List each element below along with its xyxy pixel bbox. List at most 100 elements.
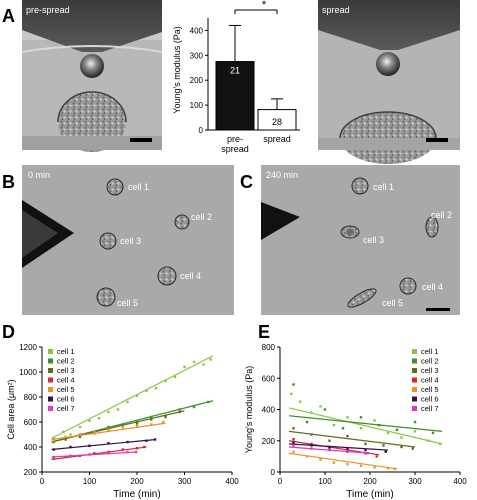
data-point	[161, 420, 165, 424]
data-point	[88, 444, 91, 447]
panel-label-c: C	[240, 172, 253, 192]
legend-label: cell 5	[421, 385, 439, 394]
data-point	[164, 379, 167, 382]
data-point	[107, 450, 110, 454]
data-point	[64, 438, 67, 441]
data-point	[310, 442, 313, 446]
panel-label-b: B	[2, 172, 15, 192]
legend-swatch	[412, 349, 417, 354]
data-point	[384, 450, 387, 453]
data-point	[64, 435, 67, 439]
data-point	[346, 434, 349, 438]
data-point	[310, 411, 313, 414]
y-tick-label: 200	[262, 437, 276, 446]
y-tick-label: 1000	[19, 368, 37, 377]
y-tick-label: 800	[24, 393, 38, 402]
x-axis-label: Time (min)	[346, 489, 393, 500]
data-point	[192, 405, 196, 409]
scale-bar	[426, 138, 448, 142]
fit-line	[288, 443, 389, 451]
data-point	[121, 423, 124, 426]
data-point	[346, 447, 349, 450]
fit-line	[51, 446, 147, 461]
data-point	[332, 461, 336, 464]
data-point	[126, 400, 129, 404]
panel-label-a: A	[2, 6, 15, 26]
data-point	[107, 442, 110, 445]
data-point	[178, 408, 181, 411]
time-label-b: 0 min	[28, 170, 50, 180]
legend-label: cell 6	[421, 395, 439, 404]
legend-swatch	[412, 377, 417, 383]
x-tick-label: 300	[178, 477, 192, 486]
data-point	[178, 410, 181, 414]
data-point	[395, 428, 399, 432]
x-tick-label: 200	[363, 477, 377, 486]
data-point	[121, 425, 124, 429]
data-point	[438, 442, 441, 446]
data-point	[328, 445, 331, 449]
bar-y-tick-label: 200	[190, 76, 204, 85]
fit-line	[51, 355, 214, 439]
data-point	[292, 444, 295, 447]
legend-label: cell 6	[57, 395, 75, 404]
panel-label-d: D	[2, 322, 15, 342]
bar-y-tick-label: 400	[190, 26, 204, 35]
y-tick-label: 800	[262, 343, 276, 352]
bar-ylabel: Young's modulus (Pa)	[172, 26, 182, 113]
data-point	[328, 448, 331, 452]
data-point	[359, 416, 363, 419]
data-point	[377, 423, 381, 427]
data-point	[88, 419, 91, 422]
y-tick-label: 0	[271, 468, 276, 477]
data-point	[346, 462, 349, 466]
x-tick-label: 0	[278, 477, 283, 486]
data-point	[121, 448, 124, 451]
legend-swatch	[48, 406, 53, 411]
legend-label: cell 3	[421, 366, 439, 375]
y-tick-label: 400	[24, 443, 38, 452]
data-point	[305, 455, 309, 458]
legend-label: cell 2	[57, 357, 75, 366]
data-point	[142, 445, 146, 449]
legend-label: cell 7	[57, 404, 75, 413]
cell-label: cell 3	[363, 235, 384, 245]
bar-category: spread	[221, 144, 249, 154]
data-point	[173, 375, 177, 379]
panel-label-e: E	[258, 322, 270, 342]
legend-label: cell 2	[421, 357, 439, 366]
bar-category: pre-	[227, 134, 243, 144]
legend-swatch	[412, 368, 417, 373]
legend-label: cell 1	[421, 347, 439, 356]
data-point	[292, 383, 295, 386]
data-point	[366, 452, 369, 455]
cell-label: cell 5	[382, 298, 403, 308]
data-point	[135, 447, 139, 450]
legend-swatch	[48, 387, 53, 392]
data-point	[150, 423, 153, 426]
data-point	[62, 430, 65, 434]
data-point	[292, 450, 295, 453]
data-point	[373, 466, 376, 469]
data-point	[150, 415, 153, 419]
y-tick-label: 400	[262, 406, 276, 415]
legend-label: cell 4	[57, 376, 75, 385]
data-point	[164, 415, 167, 419]
cell-area-chart: 0 100 200 300 400 200 400 600 800 1000 1200 Time (m…	[6, 343, 239, 500]
data-point	[107, 410, 110, 414]
legend-swatch	[48, 396, 53, 402]
spread-image: spread	[318, 0, 460, 164]
data-point	[386, 431, 390, 435]
legend-label: cell 5	[57, 385, 75, 394]
bar-y-tick-label: 0	[199, 126, 204, 135]
legend-label: cell 3	[57, 366, 75, 375]
data-point	[413, 430, 417, 433]
data-point	[411, 447, 414, 450]
bar-n-label: 21	[230, 66, 240, 76]
youngs-modulus-chart: 0 100 200 300 400 0 200 400 600 800 Time (min) Youn…	[244, 343, 467, 500]
data-point	[328, 447, 331, 450]
fit-line	[288, 407, 443, 445]
data-point	[97, 417, 101, 420]
x-tick-label: 300	[408, 477, 422, 486]
data-point	[290, 392, 293, 396]
